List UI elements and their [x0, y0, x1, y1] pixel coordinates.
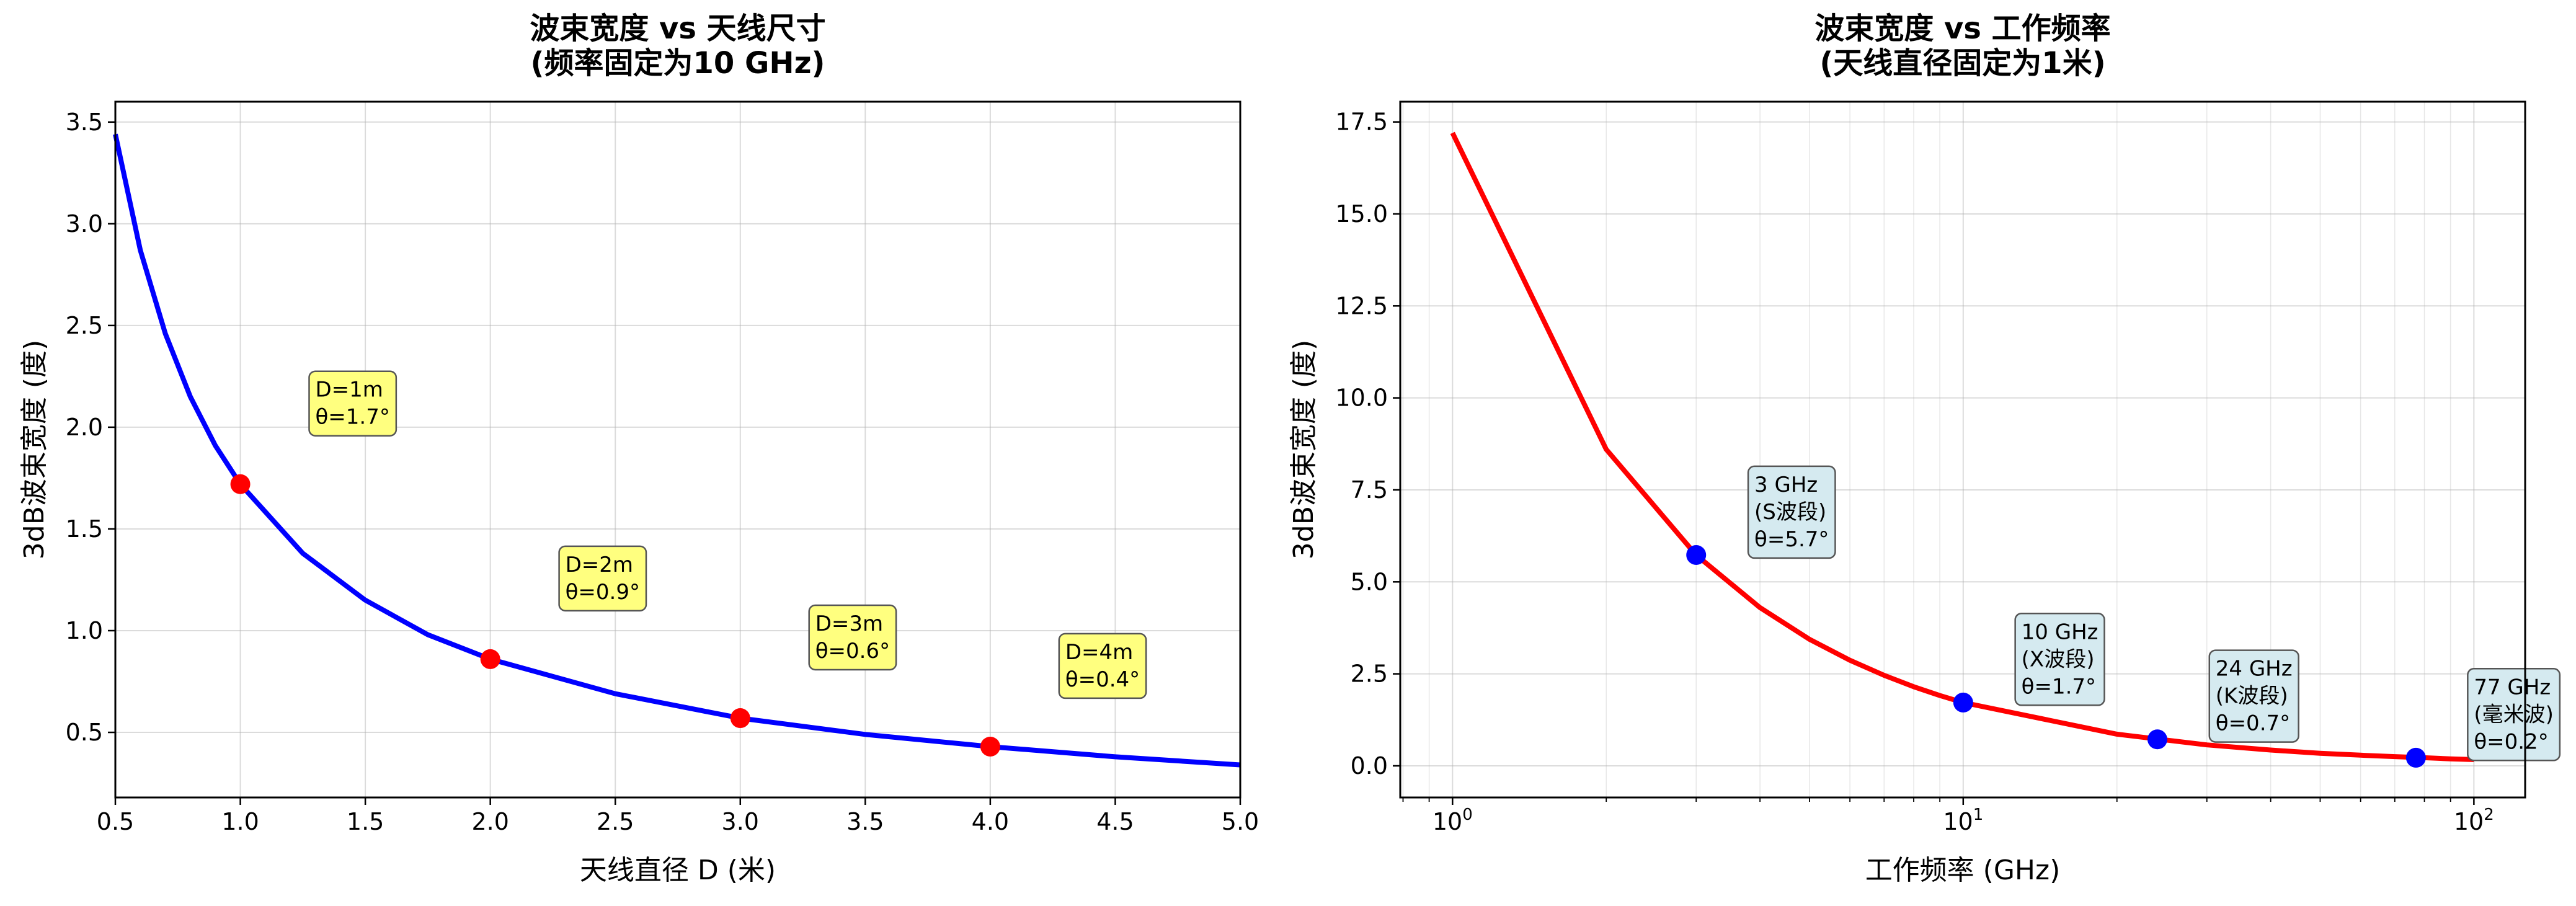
x-tick-label: 4.5 [1096, 808, 1134, 835]
annotation-box: D=2m θ=0.9° [558, 545, 647, 612]
y-tick-label: 12.5 [1335, 292, 1388, 319]
annotation-box: D=3m θ=0.6° [808, 604, 897, 671]
x-axis-ticks: 0.5 1.0 1.5 2.0 2.5 3.0 3.5 4.0 4.5 5.0 [97, 797, 1259, 835]
data-point [230, 474, 251, 494]
data-point [1686, 544, 1707, 565]
annotation-box: D=4m θ=0.4° [1058, 633, 1147, 699]
x-tick-label: 4.0 [972, 808, 1009, 835]
annotations: D=1m θ=1.7° D=2m θ=0.9° D=3m θ=0.6° D=4m θ=0.4° [308, 370, 1147, 699]
annotation-text: D=4m θ=0.4° [1065, 640, 1140, 692]
chart-title: 波束宽度 vs 工作频率(天线直径固定为1米) [1814, 11, 2110, 81]
series-line [113, 133, 1241, 768]
x-tick-label: 2.0 [471, 808, 509, 835]
annotation-text: D=3m θ=0.6° [815, 611, 890, 664]
x-tick-label: 100 [1432, 806, 1473, 835]
x-axis-label: 工作频率 (GHz) [1865, 855, 2061, 886]
x-tick-label: 102 [2454, 806, 2494, 835]
annotation-text: 77 GHz (毫米波) θ=0.2° [2474, 675, 2554, 754]
x-tick-label: 1.0 [221, 808, 259, 835]
annotation-background [1058, 633, 1147, 699]
annotation-box: 24 GHz (K波段) θ=0.7° [2208, 649, 2299, 743]
annotation-background [2014, 613, 2105, 706]
data-points [230, 474, 1000, 757]
annotation-text: D=1m θ=1.7° [315, 378, 389, 430]
annotation-text: 3 GHz (S波段) θ=5.7° [1754, 473, 1829, 552]
annotation-box: 10 GHz (X波段) θ=1.7° [2014, 613, 2105, 706]
annotation-background [808, 604, 897, 671]
chart-beamwidth-vs-diameter: D=1m θ=1.7° D=2m θ=0.9° D=3m θ=0.6° D=4m θ=0.4°… [19, 11, 1259, 886]
x-tick-label: 5.0 [1222, 808, 1259, 835]
y-tick-label: 2.5 [66, 312, 103, 339]
x-tick-label: 101 [1943, 806, 1983, 835]
y-tick-label: 17.5 [1335, 109, 1388, 136]
y-tick-label: 5.0 [1351, 568, 1388, 595]
y-axis-ticks: 0.5 1.0 1.5 2.0 2.5 3.0 3.5 [66, 109, 115, 746]
annotation-background [558, 545, 647, 612]
y-tick-label: 2.5 [1351, 660, 1388, 688]
x-tick-label: 3.0 [722, 808, 759, 835]
y-tick-label: 1.5 [66, 515, 103, 543]
y-tick-label: 1.0 [66, 617, 103, 644]
y-axis-ticks: 0.0 2.5 5.0 7.5 10.0 12.5 15.0 17.5 [1335, 109, 1400, 779]
y-tick-label: 7.5 [1351, 476, 1388, 504]
data-point [480, 649, 500, 669]
annotations: 3 GHz (S波段) θ=5.7° 10 GHz (X波段) θ=1.7° 24 GHz(… [1747, 465, 2561, 762]
annotation-background [1747, 465, 1836, 559]
y-axis-label: 3dB波束宽度 (度) [1288, 340, 1320, 559]
data-point [980, 736, 1000, 757]
y-tick-label: 10.0 [1335, 384, 1388, 412]
y-axis-label: 3dB波束宽度 (度) [19, 340, 50, 559]
series [113, 133, 1241, 768]
y-tick-label: 0.5 [66, 719, 103, 746]
plot-frame [114, 100, 1241, 799]
chart-title: 波束宽度 vs 天线尺寸(频率固定为10 GHz) [530, 11, 825, 81]
y-tick-label: 2.0 [66, 414, 103, 441]
annotation-background [2208, 649, 2299, 743]
y-tick-label: 0.0 [1351, 752, 1388, 779]
x-tick-label: 0.5 [97, 808, 134, 835]
annotation-background [308, 370, 398, 437]
x-tick-label: 2.5 [597, 808, 634, 835]
annotation-box: D=1m θ=1.7° [308, 370, 398, 437]
x-tick-label: 1.5 [347, 808, 384, 835]
data-point [2405, 747, 2426, 768]
data-point [1953, 692, 1973, 713]
annotation-text: 24 GHz (K波段) θ=0.7° [2216, 657, 2293, 736]
y-tick-label: 15.0 [1335, 200, 1388, 228]
data-point [730, 708, 750, 729]
annotation-box: 3 GHz (S波段) θ=5.7° [1747, 465, 1836, 559]
y-tick-label: 3.5 [66, 109, 103, 136]
annotation-box: 77 GHz (毫米波) θ=0.2° [2467, 668, 2561, 762]
data-points [1686, 544, 2426, 768]
x-tick-label: 3.5 [846, 808, 884, 835]
annotation-background [2467, 668, 2561, 762]
data-point [2147, 729, 2167, 750]
x-axis-ticks: 100 101 102 [1402, 797, 2494, 835]
chart-beamwidth-vs-frequency: 3 GHz (S波段) θ=5.7° 10 GHz (X波段) θ=1.7° 24 GHz(… [1288, 11, 2561, 886]
y-tick-label: 3.0 [66, 210, 103, 238]
x-axis-label: 天线直径 D (米) [580, 855, 776, 886]
annotation-text: 10 GHz (X波段) θ=1.7° [2022, 620, 2099, 699]
annotation-text: D=2m θ=0.9° [566, 553, 640, 605]
grid [1400, 102, 2525, 797]
